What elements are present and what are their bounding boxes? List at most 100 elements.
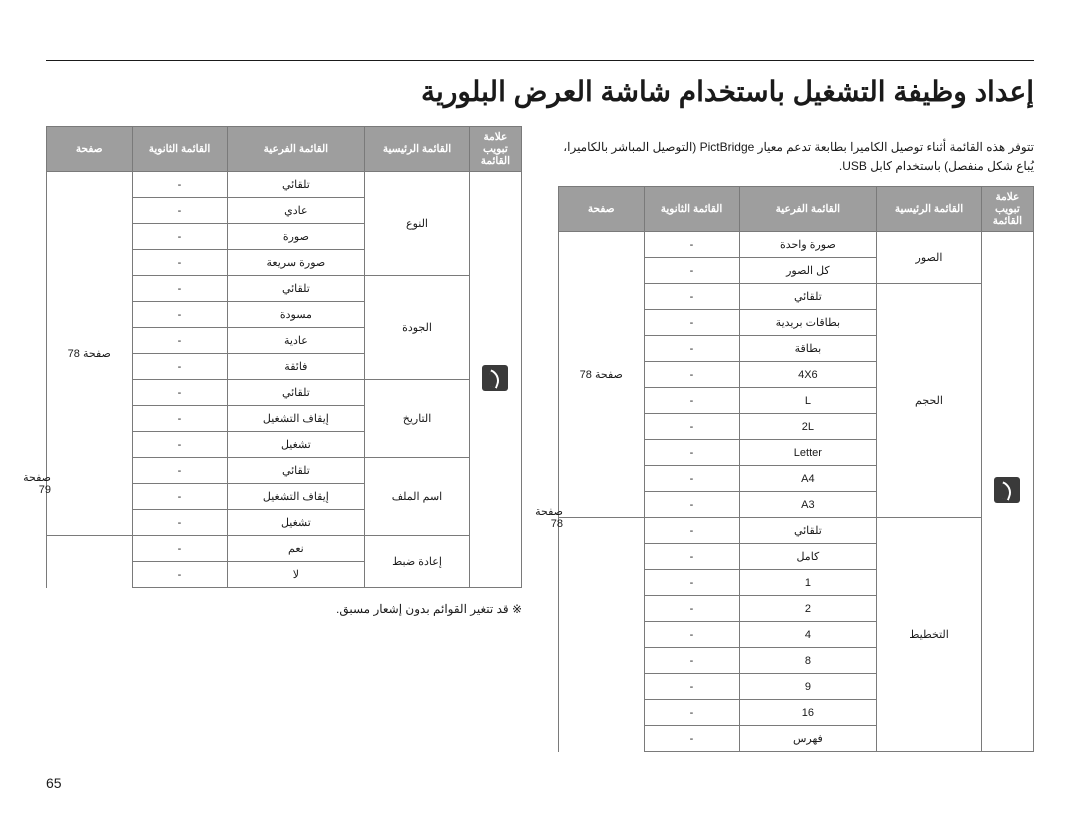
sub-menu-cell: 9 <box>739 674 877 700</box>
sub-menu-cell: تلقائي <box>739 284 877 310</box>
secondary-menu-cell: - <box>644 518 739 544</box>
secondary-menu-cell: - <box>644 700 739 726</box>
secondary-menu-cell: - <box>644 726 739 752</box>
sub-menu-cell: تلقائي <box>227 380 365 406</box>
main-menu-cell: التخطيط <box>877 518 982 752</box>
main-menu-cell: الحجم <box>877 284 982 518</box>
page-title: إعداد وظيفة التشغيل باستخدام شاشة العرض … <box>46 75 1034 108</box>
sub-menu-cell: صورة سريعة <box>227 250 365 276</box>
secondary-menu-cell: - <box>644 258 739 284</box>
sub-menu-cell: بطاقة <box>739 336 877 362</box>
tab-cell <box>981 232 1033 752</box>
sub-menu-cell: 1 <box>739 570 877 596</box>
secondary-menu-cell: - <box>644 414 739 440</box>
th-sub: القائمة الفرعية <box>739 187 877 232</box>
main-menu-cell: الصور <box>877 232 982 284</box>
sub-menu-cell: بطاقات بريدية <box>739 310 877 336</box>
secondary-menu-cell: - <box>644 440 739 466</box>
th-main: القائمة الرئيسية <box>365 127 470 172</box>
sub-menu-cell: Letter <box>739 440 877 466</box>
th-tab: علامة تبويب القائمة <box>469 127 521 172</box>
sub-menu-cell: لا <box>227 562 365 588</box>
main-menu-cell: التاريخ <box>365 380 470 458</box>
page-number: 65 <box>46 775 62 791</box>
sub-menu-cell: 4X6 <box>739 362 877 388</box>
sub-menu-cell: A3 <box>739 492 877 518</box>
secondary-menu-cell: - <box>132 198 227 224</box>
main-menu-cell: الجودة <box>365 276 470 380</box>
secondary-menu-cell: - <box>644 466 739 492</box>
sub-menu-cell: 4 <box>739 622 877 648</box>
secondary-menu-cell: - <box>644 492 739 518</box>
sub-menu-cell: فائقة <box>227 354 365 380</box>
secondary-menu-cell: - <box>132 302 227 328</box>
secondary-menu-cell: - <box>644 388 739 414</box>
secondary-menu-cell: - <box>132 328 227 354</box>
sub-menu-cell: صورة واحدة <box>739 232 877 258</box>
top-rule <box>46 60 1034 61</box>
secondary-menu-cell: - <box>132 224 227 250</box>
sub-menu-cell: نعم <box>227 536 365 562</box>
left-column: علامة تبويب القائمة القائمة الرئيسية الق… <box>46 126 522 628</box>
secondary-menu-cell: - <box>132 510 227 536</box>
sub-menu-cell: تلقائي <box>227 458 365 484</box>
sub-menu-cell: مسودة <box>227 302 365 328</box>
sub-menu-cell: كل الصور <box>739 258 877 284</box>
main-menu-cell: اسم الملف <box>365 458 470 536</box>
sub-menu-cell: تشغيل <box>227 510 365 536</box>
sub-menu-cell: فهرس <box>739 726 877 752</box>
sub-menu-cell: تلقائي <box>227 276 365 302</box>
table-row: التخطيطتلقائي- <box>559 518 1034 544</box>
intro-line-1: تتوفر هذه القائمة أثناء توصيل الكاميرا ب… <box>563 140 1034 154</box>
sub-menu-cell: تلقائي <box>227 172 365 198</box>
secondary-menu-cell: - <box>644 362 739 388</box>
secondary-menu-cell: - <box>644 622 739 648</box>
secondary-menu-cell: - <box>132 562 227 588</box>
table-header-row: علامة تبويب القائمة القائمة الرئيسية الق… <box>559 187 1034 232</box>
secondary-menu-cell: - <box>132 354 227 380</box>
sub-menu-cell: 2L <box>739 414 877 440</box>
secondary-menu-cell: - <box>644 596 739 622</box>
th-tab: علامة تبويب القائمة <box>981 187 1033 232</box>
secondary-menu-cell: - <box>644 232 739 258</box>
secondary-menu-cell: - <box>644 674 739 700</box>
pictbridge-table-left: علامة تبويب القائمة القائمة الرئيسية الق… <box>46 126 522 588</box>
sub-menu-cell: عادية <box>227 328 365 354</box>
sub-menu-cell: 8 <box>739 648 877 674</box>
sub-menu-cell: تلقائي <box>739 518 877 544</box>
pictbridge-icon <box>994 477 1020 503</box>
page-ref-cell: صفحة 78 <box>559 232 645 518</box>
secondary-menu-cell: - <box>132 380 227 406</box>
footnote: ※ قد تتغير القوائم بدون إشعار مسبق. <box>46 602 522 616</box>
secondary-menu-cell: - <box>644 570 739 596</box>
secondary-menu-cell: - <box>644 336 739 362</box>
secondary-menu-cell: - <box>132 406 227 432</box>
th-page: صفحة <box>559 187 645 232</box>
tab-cell <box>469 172 521 588</box>
sub-menu-cell: تشغيل <box>227 432 365 458</box>
table-row: النوعتلقائي-صفحة 78 <box>47 172 522 198</box>
secondary-menu-cell: - <box>644 544 739 570</box>
sub-menu-cell: 2 <box>739 596 877 622</box>
secondary-menu-cell: - <box>644 284 739 310</box>
secondary-menu-cell: - <box>132 432 227 458</box>
intro-text: تتوفر هذه القائمة أثناء توصيل الكاميرا ب… <box>558 138 1034 176</box>
table-header-row: علامة تبويب القائمة القائمة الرئيسية الق… <box>47 127 522 172</box>
secondary-menu-cell: - <box>132 172 227 198</box>
manual-page: إعداد وظيفة التشغيل باستخدام شاشة العرض … <box>0 0 1080 815</box>
sub-menu-cell: كامل <box>739 544 877 570</box>
sub-menu-cell: صورة <box>227 224 365 250</box>
sub-menu-cell: A4 <box>739 466 877 492</box>
th-sec: القائمة الثانوية <box>644 187 739 232</box>
secondary-menu-cell: - <box>132 276 227 302</box>
th-main: القائمة الرئيسية <box>877 187 982 232</box>
pictbridge-icon <box>482 365 508 391</box>
secondary-menu-cell: - <box>644 648 739 674</box>
main-menu-cell: النوع <box>365 172 470 276</box>
table-row: إعادة ضبطنعم- <box>47 536 522 562</box>
right-column: تتوفر هذه القائمة أثناء توصيل الكاميرا ب… <box>558 126 1034 752</box>
pictbridge-table-right: علامة تبويب القائمة القائمة الرئيسية الق… <box>558 186 1034 752</box>
secondary-menu-cell: - <box>132 484 227 510</box>
secondary-menu-cell: - <box>644 310 739 336</box>
secondary-menu-cell: - <box>132 250 227 276</box>
